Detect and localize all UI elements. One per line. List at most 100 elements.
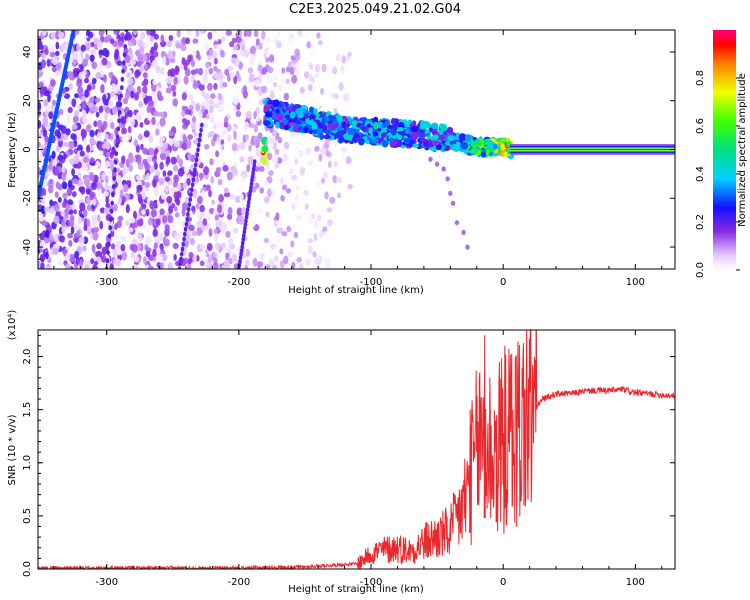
noise-streak-point <box>178 261 182 267</box>
noise-blob <box>274 148 280 155</box>
noise-blob <box>138 101 144 108</box>
noise-blob <box>218 106 225 113</box>
signal-tail-blob <box>434 161 440 167</box>
noise-blob <box>67 106 73 114</box>
snr-series-line <box>38 330 675 569</box>
y-tick-label: -20 <box>22 190 33 206</box>
x-tick-label: -200 <box>228 577 251 588</box>
noise-blob <box>68 253 76 263</box>
noise-streak-point <box>183 231 187 237</box>
noise-blob <box>188 224 195 232</box>
noise-blob <box>190 237 195 246</box>
noise-streak-point <box>108 225 112 231</box>
noise-blob <box>220 36 226 42</box>
noise-blob <box>105 202 110 209</box>
noise-blob <box>91 77 97 85</box>
noise-streak-point <box>190 187 194 193</box>
noise-blob <box>73 209 77 215</box>
signal-blob <box>480 151 487 158</box>
noise-blob <box>142 147 149 155</box>
noise-blob <box>173 191 179 200</box>
noise-blob <box>104 106 111 114</box>
noise-blob <box>232 44 239 51</box>
noise-blob <box>63 42 68 52</box>
noise-blob <box>82 58 88 65</box>
noise-blob <box>275 234 282 243</box>
noise-blob <box>173 164 178 172</box>
signal-blob <box>440 123 448 132</box>
noise-blob <box>280 75 286 85</box>
noise-blob <box>247 156 254 165</box>
noise-blob <box>121 127 127 135</box>
noise-blob <box>243 30 248 37</box>
noise-blob <box>44 171 51 177</box>
noise-blob <box>90 49 96 55</box>
noise-blob <box>81 165 88 172</box>
noise-blob <box>290 55 297 61</box>
noise-blob <box>241 173 246 182</box>
noise-blob <box>72 58 77 66</box>
noise-blob <box>207 31 213 40</box>
signal-blob <box>373 121 379 130</box>
noise-blob <box>140 31 146 39</box>
noise-blob <box>102 120 108 130</box>
x-tick-label: 0 <box>500 277 506 288</box>
noise-blob <box>209 158 214 166</box>
noise-streak-point <box>248 188 253 194</box>
noise-blob <box>239 141 246 151</box>
noise-blob <box>152 79 157 86</box>
noise-blob <box>152 228 158 237</box>
noise-streak-point <box>121 68 125 74</box>
noise-blob <box>326 207 333 213</box>
noise-blob <box>97 188 102 196</box>
noise-streak-point <box>110 200 114 206</box>
noise-blob <box>206 243 213 251</box>
noise-blob <box>317 214 322 222</box>
noise-blob <box>77 144 83 153</box>
noise-blob <box>347 183 354 190</box>
noise-blob <box>221 222 227 232</box>
noise-blob <box>174 65 180 73</box>
noise-blob <box>246 30 252 37</box>
noise-blob <box>206 82 213 91</box>
noise-blob <box>279 248 284 255</box>
noise-blob <box>294 62 302 70</box>
signal-blob <box>445 144 450 152</box>
signal-blob <box>419 125 426 130</box>
signal-blob <box>332 118 337 126</box>
noise-blob <box>227 207 233 215</box>
noise-blob <box>84 89 89 98</box>
noise-blob <box>66 187 73 197</box>
noise-blob <box>335 54 341 62</box>
signal-blob <box>381 132 387 138</box>
noise-blob <box>294 158 299 165</box>
noise-blob <box>283 255 289 265</box>
noise-blob <box>146 172 150 181</box>
noise-blob <box>303 189 309 196</box>
noise-streak-point <box>120 85 124 91</box>
noise-blob <box>38 52 41 58</box>
noise-blob <box>219 144 223 151</box>
noise-blob <box>155 128 160 136</box>
noise-streak-point <box>194 157 199 163</box>
noise-blob <box>250 83 254 91</box>
signal-blob <box>261 157 267 166</box>
noise-blob <box>320 146 326 155</box>
noise-streak-point <box>120 76 125 82</box>
noise-blob <box>143 130 150 138</box>
noise-blob <box>192 230 198 237</box>
noise-streak-point <box>244 218 248 224</box>
noise-blob <box>230 217 236 225</box>
noise-blob <box>173 140 180 148</box>
signal-blob <box>441 145 446 150</box>
noise-blob <box>116 60 123 66</box>
noise-blob <box>130 252 135 259</box>
noise-blob <box>150 46 155 55</box>
noise-blob <box>113 203 118 212</box>
noise-blob <box>196 229 203 236</box>
signal-blob <box>336 125 343 131</box>
noise-blob <box>312 251 317 258</box>
noise-blob <box>203 166 210 176</box>
noise-blob <box>115 258 121 267</box>
noise-blob <box>199 260 205 267</box>
